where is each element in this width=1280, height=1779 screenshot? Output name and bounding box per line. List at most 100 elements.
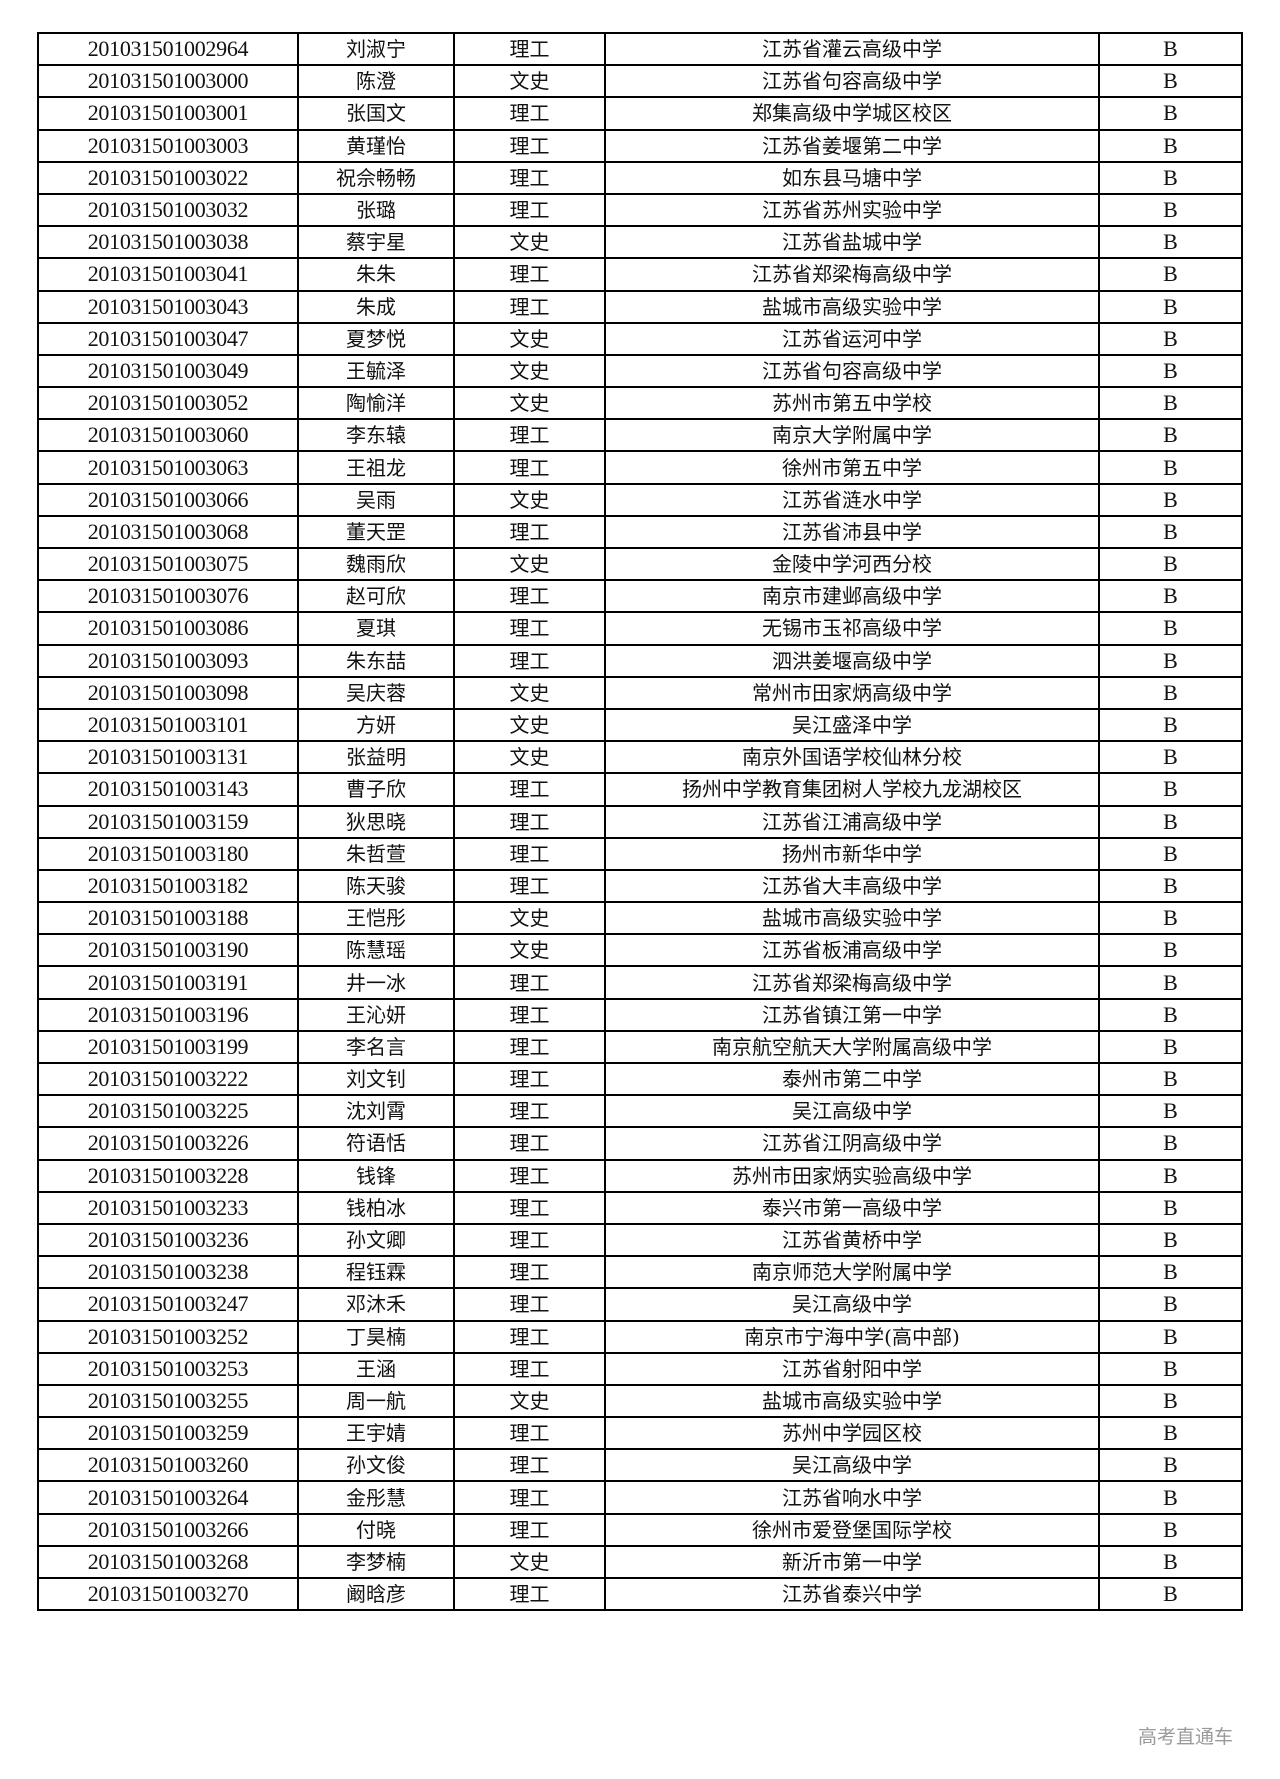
school-cell: 江苏省涟水中学 [604,482,1100,517]
exam-id-cell: 201031501003226 [37,1126,299,1161]
school-cell: 苏州市田家炳实验高级中学 [604,1158,1100,1193]
track-cell: 文史 [453,675,606,710]
school-cell: 南京市宁海中学(高中部) [604,1319,1100,1354]
school-cell: 吴江高级中学 [604,1287,1100,1322]
exam-id-cell: 201031501003191 [37,965,299,1000]
school-cell: 江苏省灌云高级中学 [604,31,1100,67]
grade-cell: B [1098,1319,1243,1354]
table-row: 201031501003022 祝佘畅畅 理工 如东县马塘中学 B [37,160,1243,195]
name-cell: 夏梦悦 [297,321,455,356]
school-cell: 郑集高级中学城区校区 [604,96,1100,131]
table-row: 201031501003131 张益明 文史 南京外国语学校仙林分校 B [37,740,1243,775]
name-cell: 李梦楠 [297,1544,455,1580]
grade-cell: B [1098,321,1243,356]
name-cell: 黄瑾怡 [297,128,455,163]
track-cell: 理工 [453,1480,606,1515]
track-cell: 理工 [453,1061,606,1097]
name-cell: 王沁妍 [297,997,455,1032]
name-cell: 王恺彤 [297,901,455,936]
school-cell: 徐州市爱登堡国际学校 [604,1512,1100,1547]
name-cell: 吴雨 [297,482,455,517]
exam-id-cell: 201031501003225 [37,1094,299,1129]
table-body: 201031501002964 刘淑宁 理工 江苏省灌云高级中学 B 2010315010… [37,31,1243,1612]
track-cell: 理工 [453,160,606,195]
name-cell: 钱柏冰 [297,1190,455,1225]
track-cell: 理工 [453,1094,606,1129]
table-row: 201031501003238 程钰霖 理工 南京师范大学附属中学 B [37,1255,1243,1290]
exam-id-cell: 201031501003180 [37,836,299,871]
exam-id-cell: 201031501002964 [37,31,299,67]
school-cell: 江苏省郑梁梅高级中学 [604,965,1100,1000]
name-cell: 王毓泽 [297,353,455,389]
name-cell: 井一冰 [297,965,455,1000]
table-row: 201031501003225 沈刘霄 理工 吴江高级中学 B [37,1094,1243,1129]
school-cell: 江苏省句容高级中学 [604,353,1100,389]
school-cell: 泗洪姜堰高级中学 [604,643,1100,678]
name-cell: 李名言 [297,1029,455,1065]
exam-id-cell: 201031501003063 [37,450,299,485]
school-cell: 南京师范大学附属中学 [604,1255,1100,1290]
grade-cell: B [1098,450,1243,485]
track-cell: 理工 [453,836,606,871]
table-row: 201031501003075 魏雨欣 文史 金陵中学河西分校 B [37,546,1243,582]
school-cell: 江苏省句容高级中学 [604,64,1100,99]
name-cell: 吴庆蓉 [297,675,455,710]
track-cell: 理工 [453,1287,606,1322]
exam-id-cell: 201031501003259 [37,1416,299,1451]
exam-id-cell: 201031501003043 [37,289,299,324]
exam-id-cell: 201031501003182 [37,868,299,904]
grade-cell: B [1098,707,1243,743]
school-cell: 吴江高级中学 [604,1448,1100,1483]
exam-id-cell: 201031501003098 [37,675,299,710]
table-row: 201031501003001 张国文 理工 郑集高级中学城区校区 B [37,96,1243,131]
name-cell: 张国文 [297,96,455,131]
table-row: 201031501003041 朱朱 理工 江苏省郑梁梅高级中学 B [37,257,1243,292]
exam-id-cell: 201031501003041 [37,257,299,292]
track-cell: 文史 [453,933,606,968]
school-cell: 江苏省镇江第一中学 [604,997,1100,1032]
school-cell: 江苏省泰兴中学 [604,1576,1100,1612]
exam-id-cell: 201031501003255 [37,1383,299,1419]
table-row: 201031501003180 朱哲萱 理工 扬州市新华中学 B [37,836,1243,871]
table-row: 201031501003032 张璐 理工 江苏省苏州实验中学 B [37,192,1243,228]
grade-cell: B [1098,192,1243,228]
name-cell: 王涵 [297,1351,455,1386]
table-row: 201031501003191 井一冰 理工 江苏省郑梁梅高级中学 B [37,965,1243,1000]
grade-cell: B [1098,1576,1243,1612]
table-row: 201031501003222 刘文钊 理工 泰州市第二中学 B [37,1061,1243,1097]
exam-id-cell: 201031501003252 [37,1319,299,1354]
track-cell: 文史 [453,353,606,389]
table-row: 201031501003143 曹子欣 理工 扬州中学教育集团树人学校九龙湖校区 B [37,772,1243,807]
school-cell: 江苏省郑梁梅高级中学 [604,257,1100,292]
table-row: 201031501003060 李东辕 理工 南京大学附属中学 B [37,418,1243,453]
table-row: 201031501003268 李梦楠 文史 新沂市第一中学 B [37,1544,1243,1580]
exam-id-cell: 201031501003060 [37,418,299,453]
grade-cell: B [1098,1544,1243,1580]
name-cell: 钱锋 [297,1158,455,1193]
table-row: 201031501003038 蔡宇星 文史 江苏省盐城中学 B [37,225,1243,260]
exam-id-cell: 201031501003003 [37,128,299,163]
track-cell: 理工 [453,579,606,614]
school-cell: 江苏省江阴高级中学 [604,1126,1100,1161]
school-cell: 苏州中学园区校 [604,1416,1100,1451]
name-cell: 陈澄 [297,64,455,99]
grade-cell: B [1098,1448,1243,1483]
track-cell: 理工 [453,418,606,453]
grade-cell: B [1098,1512,1243,1547]
exam-id-cell: 201031501003253 [37,1351,299,1386]
name-cell: 刘文钊 [297,1061,455,1097]
school-cell: 南京外国语学校仙林分校 [604,740,1100,775]
name-cell: 朱成 [297,289,455,324]
table-row: 201031501002964 刘淑宁 理工 江苏省灌云高级中学 B [37,31,1243,67]
track-cell: 理工 [453,1351,606,1386]
track-cell: 理工 [453,96,606,131]
table-row: 201031501003270 阚晗彦 理工 江苏省泰兴中学 B [37,1576,1243,1612]
table-row: 201031501003043 朱成 理工 盐城市高级实验中学 B [37,289,1243,324]
name-cell: 金彤慧 [297,1480,455,1515]
grade-cell: B [1098,1029,1243,1065]
grade-cell: B [1098,579,1243,614]
track-cell: 理工 [453,1029,606,1065]
grade-cell: B [1098,128,1243,163]
table-row: 201031501003049 王毓泽 文史 江苏省句容高级中学 B [37,353,1243,389]
name-cell: 朱朱 [297,257,455,292]
